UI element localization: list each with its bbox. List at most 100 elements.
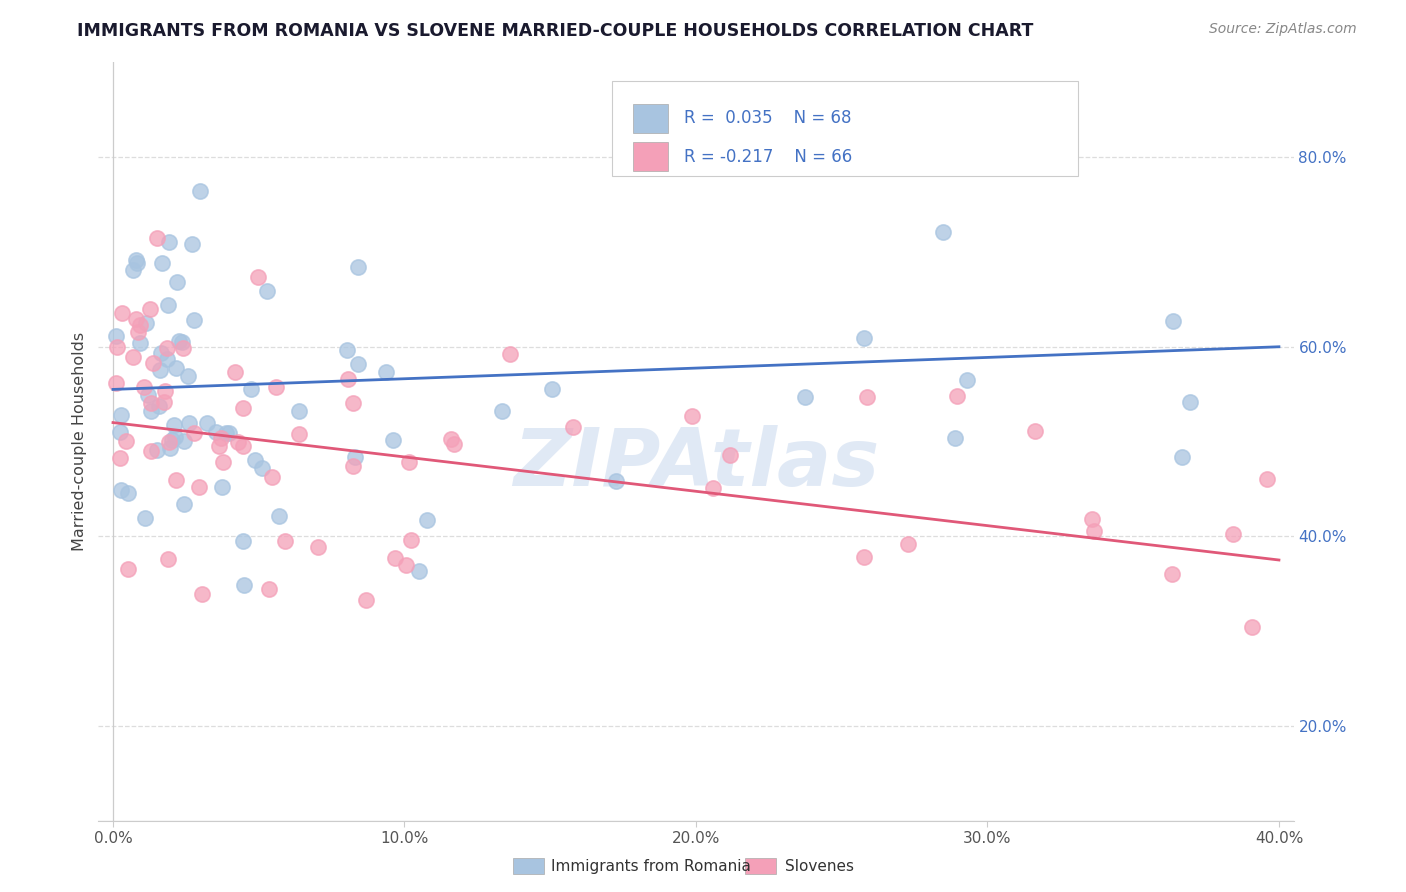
- Bar: [633, 103, 668, 133]
- Point: [932, 225, 955, 239]
- Text: R =  0.035    N = 68: R = 0.035 N = 68: [685, 110, 852, 128]
- Point: [1024, 424, 1046, 438]
- Point: [163, 430, 186, 444]
- Text: R = -0.217    N = 66: R = -0.217 N = 66: [685, 148, 852, 166]
- Point: [274, 534, 297, 549]
- Point: [128, 336, 150, 351]
- Point: [252, 461, 274, 475]
- Point: [110, 483, 132, 497]
- Point: [288, 427, 311, 442]
- Point: [204, 425, 226, 439]
- Point: [111, 306, 134, 320]
- Point: [239, 383, 262, 397]
- Point: [149, 346, 172, 360]
- Point: [209, 431, 232, 445]
- Point: [135, 316, 157, 330]
- Point: [166, 275, 188, 289]
- Point: [177, 369, 200, 384]
- Point: [105, 340, 128, 354]
- Point: [793, 390, 815, 404]
- Point: [1161, 567, 1184, 582]
- Point: [110, 451, 132, 466]
- Point: [191, 587, 214, 601]
- Point: [122, 263, 145, 277]
- Point: [1256, 472, 1278, 486]
- Point: [183, 313, 205, 327]
- Point: [139, 443, 162, 458]
- Point: [354, 592, 377, 607]
- Point: [702, 481, 724, 495]
- Point: [347, 260, 370, 274]
- Point: [156, 351, 179, 366]
- Point: [125, 312, 148, 326]
- Point: [148, 400, 170, 414]
- Point: [256, 284, 278, 298]
- Point: [232, 534, 254, 549]
- Point: [122, 350, 145, 364]
- Point: [211, 479, 233, 493]
- Point: [156, 341, 179, 355]
- Point: [157, 551, 180, 566]
- FancyBboxPatch shape: [613, 81, 1078, 177]
- Point: [117, 561, 139, 575]
- Point: [718, 448, 741, 462]
- Point: [955, 373, 977, 387]
- Point: [165, 473, 187, 487]
- Point: [172, 341, 194, 355]
- Point: [125, 253, 148, 268]
- Point: [561, 420, 583, 434]
- Point: [207, 439, 229, 453]
- Point: [187, 480, 209, 494]
- Point: [127, 325, 149, 339]
- Point: [163, 418, 186, 433]
- Point: [1178, 395, 1201, 409]
- Point: [232, 439, 254, 453]
- Point: [1170, 450, 1192, 464]
- Point: [946, 389, 969, 403]
- Point: [1222, 527, 1244, 541]
- Point: [416, 512, 439, 526]
- Point: [381, 433, 404, 447]
- Point: [139, 396, 162, 410]
- Point: [211, 455, 233, 469]
- Point: [136, 388, 159, 402]
- Point: [346, 357, 368, 371]
- Point: [141, 403, 163, 417]
- Point: [394, 558, 416, 572]
- Point: [195, 416, 218, 430]
- Point: [218, 425, 240, 440]
- Point: [146, 442, 169, 457]
- Point: [943, 431, 966, 445]
- Point: [336, 343, 359, 357]
- Point: [342, 396, 364, 410]
- Point: [1161, 314, 1184, 328]
- Y-axis label: Married-couple Households: Married-couple Households: [72, 332, 87, 551]
- Point: [853, 331, 876, 345]
- Point: [157, 235, 180, 250]
- Point: [132, 379, 155, 393]
- Point: [157, 435, 180, 450]
- Point: [117, 486, 139, 500]
- Point: [247, 269, 270, 284]
- Point: [408, 564, 430, 578]
- Point: [1240, 620, 1263, 634]
- Point: [156, 298, 179, 312]
- Point: [439, 432, 461, 446]
- Point: [605, 474, 627, 488]
- Point: [443, 437, 465, 451]
- Point: [499, 347, 522, 361]
- Bar: [633, 143, 668, 171]
- Text: ZIPAtlas: ZIPAtlas: [513, 425, 879, 503]
- Point: [180, 236, 202, 251]
- Point: [108, 425, 131, 440]
- Point: [681, 409, 703, 424]
- Text: IMMIGRANTS FROM ROMANIA VS SLOVENE MARRIED-COUPLE HOUSEHOLDS CORRELATION CHART: IMMIGRANTS FROM ROMANIA VS SLOVENE MARRI…: [77, 22, 1033, 40]
- Point: [177, 417, 200, 431]
- Point: [104, 376, 127, 391]
- Point: [307, 540, 329, 554]
- Point: [159, 442, 181, 456]
- Point: [215, 425, 238, 440]
- Point: [343, 450, 366, 465]
- Point: [146, 231, 169, 245]
- Point: [127, 256, 149, 270]
